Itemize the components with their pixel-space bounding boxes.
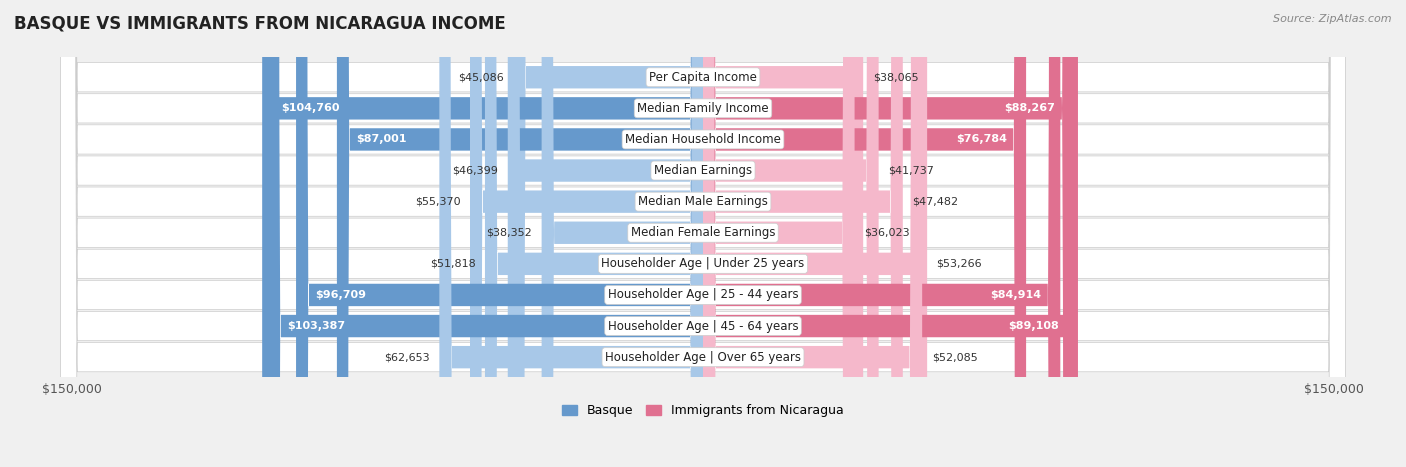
Text: $87,001: $87,001: [356, 134, 406, 144]
Text: Householder Age | 45 - 64 years: Householder Age | 45 - 64 years: [607, 319, 799, 333]
Text: Median Household Income: Median Household Income: [626, 133, 780, 146]
Text: Median Female Earnings: Median Female Earnings: [631, 226, 775, 239]
FancyBboxPatch shape: [703, 0, 863, 467]
FancyBboxPatch shape: [60, 0, 1346, 467]
FancyBboxPatch shape: [60, 0, 1346, 467]
Text: $53,266: $53,266: [936, 259, 983, 269]
Text: Householder Age | Over 65 years: Householder Age | Over 65 years: [605, 351, 801, 364]
Text: $84,914: $84,914: [990, 290, 1042, 300]
Text: $47,482: $47,482: [912, 197, 959, 207]
FancyBboxPatch shape: [703, 0, 855, 467]
FancyBboxPatch shape: [703, 0, 1060, 467]
Text: Per Capita Income: Per Capita Income: [650, 71, 756, 84]
Text: $62,653: $62,653: [384, 352, 430, 362]
FancyBboxPatch shape: [470, 0, 703, 467]
FancyBboxPatch shape: [60, 0, 1346, 467]
Text: $55,370: $55,370: [415, 197, 461, 207]
FancyBboxPatch shape: [703, 0, 879, 467]
FancyBboxPatch shape: [508, 0, 703, 467]
Text: $52,085: $52,085: [932, 352, 977, 362]
Text: Source: ZipAtlas.com: Source: ZipAtlas.com: [1274, 14, 1392, 24]
FancyBboxPatch shape: [439, 0, 703, 467]
FancyBboxPatch shape: [541, 0, 703, 467]
FancyBboxPatch shape: [703, 0, 922, 467]
FancyBboxPatch shape: [337, 0, 703, 467]
Text: $89,108: $89,108: [1008, 321, 1059, 331]
Text: $41,737: $41,737: [889, 165, 934, 176]
Text: Householder Age | 25 - 44 years: Householder Age | 25 - 44 years: [607, 289, 799, 302]
FancyBboxPatch shape: [60, 0, 1346, 467]
Text: $51,818: $51,818: [430, 259, 475, 269]
Text: $36,023: $36,023: [865, 228, 910, 238]
FancyBboxPatch shape: [485, 0, 703, 467]
FancyBboxPatch shape: [269, 0, 703, 467]
FancyBboxPatch shape: [703, 0, 1074, 467]
Text: Median Family Income: Median Family Income: [637, 102, 769, 115]
FancyBboxPatch shape: [703, 0, 1078, 467]
FancyBboxPatch shape: [262, 0, 703, 467]
FancyBboxPatch shape: [60, 0, 1346, 467]
Text: Householder Age | Under 25 years: Householder Age | Under 25 years: [602, 257, 804, 270]
Text: $103,387: $103,387: [287, 321, 344, 331]
Text: $38,352: $38,352: [486, 228, 531, 238]
FancyBboxPatch shape: [513, 0, 703, 467]
Text: $45,086: $45,086: [458, 72, 503, 82]
FancyBboxPatch shape: [60, 0, 1346, 467]
Text: $104,760: $104,760: [281, 103, 340, 113]
Text: $88,267: $88,267: [1005, 103, 1056, 113]
Text: BASQUE VS IMMIGRANTS FROM NICARAGUA INCOME: BASQUE VS IMMIGRANTS FROM NICARAGUA INCO…: [14, 14, 506, 32]
FancyBboxPatch shape: [60, 0, 1346, 467]
Text: $38,065: $38,065: [873, 72, 918, 82]
FancyBboxPatch shape: [60, 0, 1346, 467]
Text: $76,784: $76,784: [956, 134, 1007, 144]
Text: $96,709: $96,709: [315, 290, 366, 300]
FancyBboxPatch shape: [297, 0, 703, 467]
FancyBboxPatch shape: [60, 0, 1346, 467]
FancyBboxPatch shape: [703, 0, 903, 467]
FancyBboxPatch shape: [703, 0, 1026, 467]
FancyBboxPatch shape: [703, 0, 927, 467]
Text: $46,399: $46,399: [453, 165, 498, 176]
FancyBboxPatch shape: [60, 0, 1346, 467]
Text: Median Earnings: Median Earnings: [654, 164, 752, 177]
Text: Median Male Earnings: Median Male Earnings: [638, 195, 768, 208]
Legend: Basque, Immigrants from Nicaragua: Basque, Immigrants from Nicaragua: [557, 399, 849, 422]
